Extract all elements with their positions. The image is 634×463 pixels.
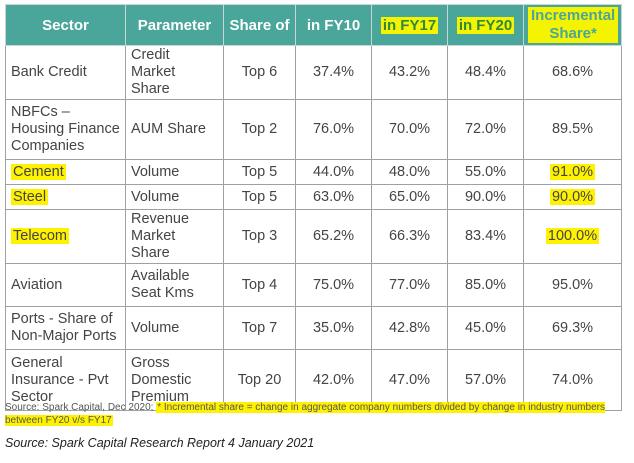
cell-fy17: 77.0%: [371, 263, 448, 307]
header-incremental-line2: Share*: [549, 25, 597, 42]
cell-share-of: Top 3: [223, 209, 296, 264]
cell-fy17: 66.3%: [371, 209, 448, 264]
highlight-incremental-telecom: 100.0%: [545, 228, 600, 244]
cell-fy10: 35.0%: [295, 306, 372, 350]
cell-parameter: AUM Share: [125, 99, 224, 160]
cell-fy10: 42.0%: [295, 349, 372, 411]
cell-fy10: 75.0%: [295, 263, 372, 307]
cell-share-of: Top 20: [223, 349, 296, 411]
header-fy20-label: in FY20: [456, 16, 515, 34]
cell-parameter: Available Seat Kms: [125, 263, 224, 307]
cell-parameter: Revenue Market Share: [125, 209, 224, 264]
table-row: Aviation Available Seat Kms Top 4 75.0% …: [5, 263, 622, 307]
table-row: Steel Volume Top 5 63.0% 65.0% 90.0% 90.…: [5, 184, 622, 210]
cell-fy10: 76.0%: [295, 99, 372, 160]
cell-fy20: 72.0%: [447, 99, 524, 160]
cell-share-of: Top 6: [223, 45, 296, 100]
table-container: Sector Parameter Share of in FY10 in FY1…: [5, 4, 622, 411]
header-fy20: in FY20: [447, 4, 524, 46]
table-row: Ports - Share of Non-Major Ports Volume …: [5, 306, 622, 350]
cell-fy20: 45.0%: [447, 306, 524, 350]
header-fy17-label: in FY17: [380, 16, 439, 34]
cell-fy17: 70.0%: [371, 99, 448, 160]
header-incremental: Incremental Share*: [523, 4, 622, 46]
cell-share-of: Top 2: [223, 99, 296, 160]
highlight-incremental-steel: 90.0%: [549, 188, 596, 205]
cell-fy10: 37.4%: [295, 45, 372, 100]
cell-share-of: Top 7: [223, 306, 296, 350]
cell-fy20: 90.0%: [447, 184, 524, 210]
cell-sector: Ports - Share of Non-Major Ports: [5, 306, 126, 350]
table-row: Cement Volume Top 5 44.0% 48.0% 55.0% 91…: [5, 159, 622, 185]
table-footnote: Source: Spark Capital, Dec 2020; * Incre…: [5, 401, 625, 427]
cell-fy17: 48.0%: [371, 159, 448, 185]
cell-sector: Aviation: [5, 263, 126, 307]
cell-fy20: 83.4%: [447, 209, 524, 264]
highlight-incremental-cement: 91.0%: [549, 163, 596, 180]
cell-sector: Telecom: [5, 209, 126, 264]
cell-sector: Steel: [5, 184, 126, 210]
cell-incremental: 95.0%: [523, 263, 622, 307]
cell-parameter: Credit Market Share: [125, 45, 224, 100]
cell-fy20: 48.4%: [447, 45, 524, 100]
header-parameter: Parameter: [125, 4, 224, 46]
cell-fy10: 44.0%: [295, 159, 372, 185]
header-sector: Sector: [5, 4, 126, 46]
highlight-sector-cement: Cement: [11, 163, 66, 180]
cell-sector: Cement: [5, 159, 126, 185]
cell-incremental: 74.0%: [523, 349, 622, 411]
header-fy10: in FY10: [295, 4, 372, 46]
highlight-sector-telecom: Telecom: [11, 228, 69, 244]
footnote-source: Source: Spark Capital, Dec 2020;: [5, 402, 154, 413]
header-share-of: Share of: [223, 4, 296, 46]
cell-parameter: Volume: [125, 306, 224, 350]
cell-fy17: 43.2%: [371, 45, 448, 100]
cell-share-of: Top 5: [223, 184, 296, 210]
cell-fy20: 57.0%: [447, 349, 524, 411]
header-incremental-label: Incremental Share*: [528, 7, 619, 43]
cell-fy20: 85.0%: [447, 263, 524, 307]
source-caption: Source: Spark Capital Research Report 4 …: [5, 436, 315, 450]
cell-fy10: 65.2%: [295, 209, 372, 264]
table-row: Telecom Revenue Market Share Top 3 65.2%…: [5, 209, 622, 264]
cell-sector: General Insurance - Pvt Sector: [5, 349, 126, 411]
cell-incremental: 90.0%: [523, 184, 622, 210]
cell-share-of: Top 4: [223, 263, 296, 307]
header-row: Sector Parameter Share of in FY10 in FY1…: [5, 4, 622, 46]
highlight-sector-steel: Steel: [11, 188, 49, 205]
table-row: NBFCs – Housing Finance Companies AUM Sh…: [5, 99, 622, 160]
cell-share-of: Top 5: [223, 159, 296, 185]
cell-incremental: 91.0%: [523, 159, 622, 185]
cell-fy20: 55.0%: [447, 159, 524, 185]
cell-fy17: 42.8%: [371, 306, 448, 350]
table-row: General Insurance - Pvt Sector Gross Dom…: [5, 349, 622, 411]
cell-incremental: 89.5%: [523, 99, 622, 160]
header-incremental-line1: Incremental: [531, 7, 616, 24]
table-row: Bank Credit Credit Market Share Top 6 37…: [5, 45, 622, 100]
market-share-table: Sector Parameter Share of in FY10 in FY1…: [5, 4, 622, 411]
cell-fy17: 47.0%: [371, 349, 448, 411]
header-fy17: in FY17: [371, 4, 448, 46]
cell-parameter: Volume: [125, 159, 224, 185]
cell-sector: NBFCs – Housing Finance Companies: [5, 99, 126, 160]
cell-incremental: 69.3%: [523, 306, 622, 350]
cell-incremental: 100.0%: [523, 209, 622, 264]
cell-sector: Bank Credit: [5, 45, 126, 100]
cell-incremental: 68.6%: [523, 45, 622, 100]
cell-parameter: Volume: [125, 184, 224, 210]
cell-fy10: 63.0%: [295, 184, 372, 210]
cell-fy17: 65.0%: [371, 184, 448, 210]
